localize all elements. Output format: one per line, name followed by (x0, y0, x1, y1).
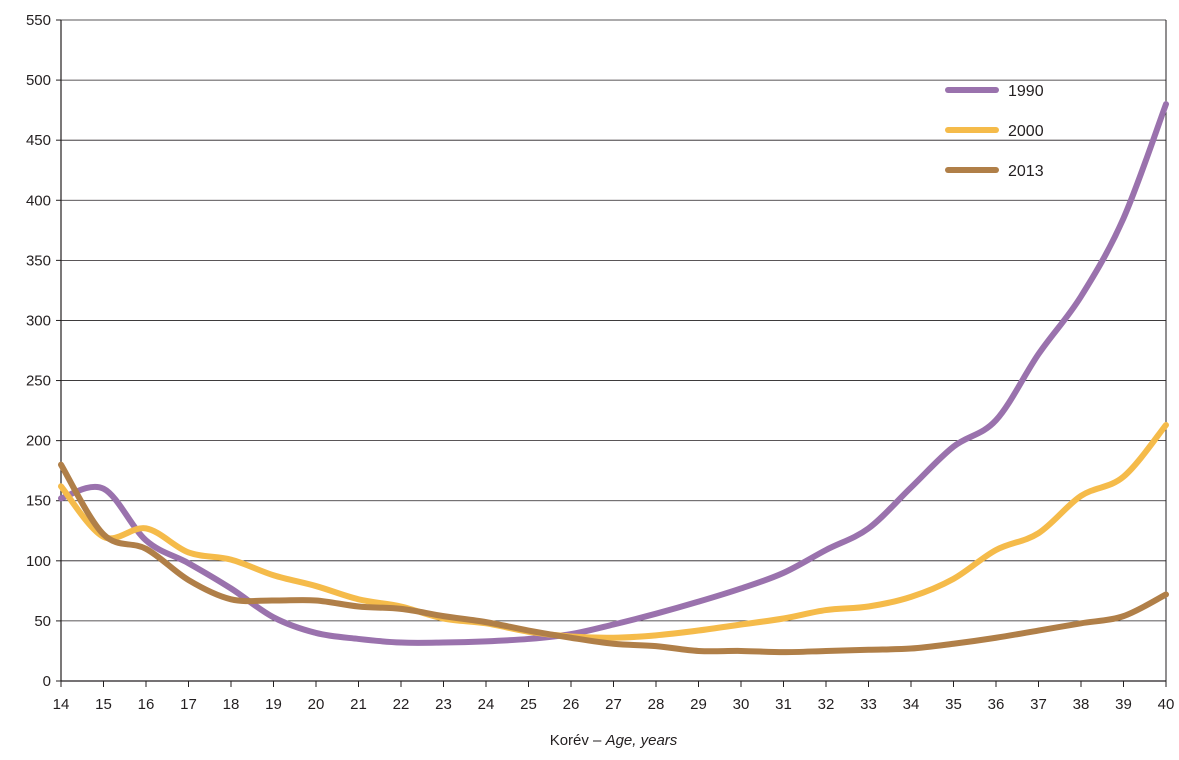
x-axis-label-main: Korév – (550, 732, 606, 749)
series-line-1990 (58, 101, 1169, 646)
x-tick-label: 39 (1115, 696, 1132, 713)
y-tick-label: 0 (43, 673, 51, 690)
x-tick-label: 14 (53, 696, 70, 713)
x-axis-label: Korév – Age, years (550, 732, 678, 749)
x-tick-label: 37 (1030, 696, 1047, 713)
y-tick-label: 500 (26, 72, 51, 89)
x-tick-label: 15 (95, 696, 112, 713)
x-axis-label-italic: Age, years (605, 732, 678, 749)
x-tick-label: 17 (180, 696, 197, 713)
x-tick-label: 29 (690, 696, 707, 713)
series-line-2013 (58, 461, 1169, 656)
y-tick-label: 50 (34, 613, 51, 630)
y-tick-label: 550 (26, 12, 51, 29)
gridlines (61, 19, 1166, 622)
y-tick-label: 200 (26, 433, 51, 450)
x-tick-label: 18 (223, 696, 240, 713)
y-tick-label: 300 (26, 312, 51, 329)
x-tick-label: 26 (563, 696, 580, 713)
y-axis: 0 50 100 150 200 250 300 350 400 450 500 550 (26, 12, 1167, 690)
series-line-2000 (58, 422, 1169, 641)
legend: 1990 2000 2013 (945, 83, 1044, 180)
x-tick-label: 28 (648, 696, 665, 713)
legend-label-2000: 2000 (1008, 123, 1044, 140)
x-tick-label: 23 (435, 696, 452, 713)
x-tick-label: 16 (138, 696, 155, 713)
x-tick-label: 36 (988, 696, 1005, 713)
x-tick-label: 35 (945, 696, 962, 713)
x-tick-label: 24 (478, 696, 495, 713)
y-tick-label: 350 (26, 252, 51, 269)
x-tick-label: 33 (860, 696, 877, 713)
y-tick-label: 400 (26, 192, 51, 209)
y-tick-label: 250 (26, 373, 51, 390)
y-tick-label: 100 (26, 553, 51, 570)
x-tick-label: 34 (903, 696, 920, 713)
x-axis: 14 15 16 17 18 19 20 21 22 23 24 25 26 27 28 29 30 31 32 33… (53, 680, 1175, 713)
x-tick-label: 40 (1158, 696, 1175, 713)
x-tick-label: 38 (1073, 696, 1090, 713)
x-tick-label: 27 (605, 696, 622, 713)
x-tick-label: 19 (265, 696, 282, 713)
x-tick-label: 20 (308, 696, 325, 713)
legend-label-2013: 2013 (1008, 163, 1044, 180)
series-lines (58, 101, 1169, 656)
x-tick-label: 22 (393, 696, 410, 713)
x-tick-label: 21 (350, 696, 367, 713)
x-tick-label: 30 (733, 696, 750, 713)
x-tick-label: 31 (775, 696, 792, 713)
y-tick-label: 450 (26, 132, 51, 149)
x-tick-label: 25 (520, 696, 537, 713)
legend-label-1990: 1990 (1008, 83, 1044, 100)
y-tick-label: 150 (26, 493, 51, 510)
x-tick-label: 32 (818, 696, 835, 713)
